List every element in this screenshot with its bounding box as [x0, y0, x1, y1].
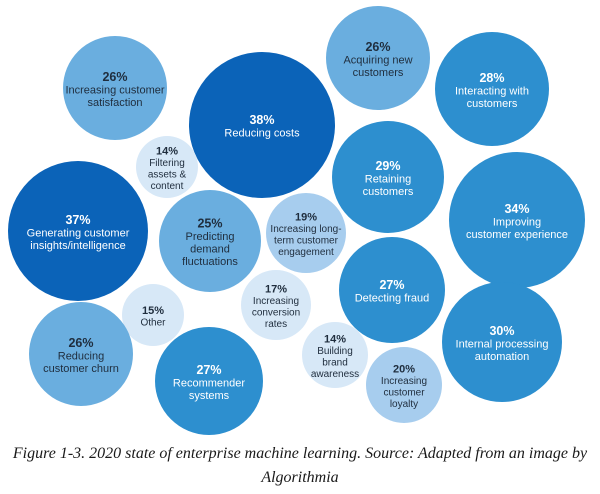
bubble-label: customer	[383, 387, 425, 398]
bubble-label: Predicting	[186, 231, 235, 243]
bubble-circle	[189, 52, 335, 198]
bubble-value: 27%	[379, 278, 404, 292]
bubble-label: content	[151, 181, 184, 192]
bubble-circle	[122, 284, 184, 346]
bubble-value: 28%	[479, 71, 504, 85]
bubble-label: Filtering	[149, 158, 185, 169]
bubble-label: engagement	[278, 247, 334, 258]
bubble-label: brand	[322, 357, 348, 368]
bubble-value: 25%	[197, 217, 222, 231]
bubble-label: Internal processing	[456, 338, 549, 350]
bubble-value: 37%	[65, 213, 90, 227]
bubble-label: automation	[475, 351, 529, 363]
bubble-label: Recommender	[173, 377, 245, 389]
bubble-label: loyalty	[390, 399, 418, 410]
bubble-increasing-long-term-customer-engagement: 19%Increasing long-term customerengageme…	[266, 193, 346, 273]
bubble-circle	[366, 347, 442, 423]
bubble-circle	[159, 190, 261, 292]
bubble-circle	[155, 327, 263, 435]
bubble-label: customer churn	[43, 363, 119, 375]
bubble-value: 17%	[265, 283, 287, 295]
bubble-circle	[136, 136, 198, 198]
bubble-label: Other	[140, 317, 166, 328]
bubble-label: systems	[189, 390, 230, 402]
bubble-detecting-fraud: 27%Detecting fraud	[339, 237, 445, 343]
bubble-circle	[8, 161, 148, 301]
bubble-circle	[241, 270, 311, 340]
bubble-label: Interacting with	[455, 85, 529, 97]
bubble-reducing-costs: 38%Reducing costs	[189, 52, 335, 198]
bubble-label: Building	[317, 346, 353, 357]
bubble-label: customers	[363, 186, 414, 198]
bubble-value: 38%	[249, 113, 274, 127]
bubble-label: satisfaction	[87, 97, 142, 109]
bubble-value: 26%	[102, 70, 127, 84]
bubble-label: term customer	[274, 235, 339, 246]
bubble-label: customers	[467, 98, 518, 110]
bubble-label: Increasing customer	[65, 84, 164, 96]
bubble-label: demand	[190, 244, 230, 256]
bubble-label: insights/intelligence	[30, 240, 125, 252]
bubble-value: 30%	[489, 324, 514, 338]
bubble-circle	[332, 121, 444, 233]
bubble-label: awareness	[311, 369, 359, 380]
bubble-value: 14%	[324, 333, 346, 345]
bubble-value: 19%	[295, 211, 317, 223]
figure-caption: Figure 1-3. 2020 state of enterprise mac…	[12, 445, 588, 486]
bubble-label: rates	[265, 319, 287, 330]
bubble-value: 15%	[142, 305, 164, 317]
bubble-generating-customer-insights-intelligence: 37%Generating customerinsights/intellige…	[8, 161, 148, 301]
bubble-circle	[339, 237, 445, 343]
bubble-circle	[266, 193, 346, 273]
bubble-label: Increasing	[253, 296, 299, 307]
bubble-label: Generating customer	[27, 227, 130, 239]
bubble-label: Increasing long-	[270, 224, 341, 235]
bubble-label: fluctuations	[182, 256, 238, 268]
bubble-label: Detecting fraud	[355, 293, 430, 305]
bubble-circle	[435, 32, 549, 146]
bubble-label: Acquiring new	[343, 54, 412, 66]
bubble-label: Reducing	[58, 350, 104, 362]
bubble-value: 20%	[393, 363, 415, 375]
bubble-value: 14%	[156, 145, 178, 157]
bubble-label: assets &	[148, 169, 187, 180]
bubble-label: customer experience	[466, 229, 568, 241]
bubble-label: Reducing costs	[224, 128, 300, 140]
bubble-value: 34%	[504, 202, 529, 216]
bubble-label: Improving	[493, 216, 541, 228]
bubble-label: customers	[353, 67, 404, 79]
bubble-value: 26%	[365, 40, 390, 54]
bubble-label: conversion	[252, 307, 300, 318]
bubble-label: Retaining	[365, 173, 411, 185]
bubble-value: 27%	[196, 363, 221, 377]
bubble-value: 26%	[68, 336, 93, 350]
bubble-circle	[442, 282, 562, 402]
bubble-circle	[326, 6, 430, 110]
bubble-circle	[449, 152, 585, 288]
bubble-label: Increasing	[381, 376, 427, 387]
bubble-circle	[63, 36, 167, 140]
bubble-circle	[29, 302, 133, 406]
bubble-value: 29%	[375, 159, 400, 173]
bubble-circle	[302, 322, 368, 388]
bubble-other: 15%Other	[122, 284, 184, 346]
